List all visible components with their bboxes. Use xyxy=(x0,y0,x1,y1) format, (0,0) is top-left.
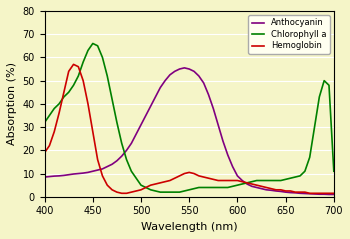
Anthocyanin xyxy=(298,192,302,195)
Hemoglobin xyxy=(206,177,211,180)
Anthocyanin xyxy=(144,114,148,117)
Line: Hemoglobin: Hemoglobin xyxy=(44,64,334,193)
Anthocyanin xyxy=(221,140,225,142)
Hemoglobin xyxy=(226,179,230,182)
Chlorophyll a xyxy=(303,170,307,173)
Hemoglobin xyxy=(120,192,124,195)
Hemoglobin xyxy=(115,191,119,194)
Chlorophyll a xyxy=(42,121,47,124)
Anthocyanin xyxy=(327,193,331,196)
Chlorophyll a xyxy=(226,186,230,189)
Anthocyanin xyxy=(110,163,114,166)
Chlorophyll a xyxy=(332,170,336,173)
Anthocyanin xyxy=(100,168,105,170)
Hemoglobin xyxy=(303,191,307,194)
Anthocyanin xyxy=(182,66,187,69)
Chlorophyll a xyxy=(206,186,211,189)
Hemoglobin xyxy=(332,192,336,195)
X-axis label: Wavelength (nm): Wavelength (nm) xyxy=(141,222,238,232)
Y-axis label: Absorption (%): Absorption (%) xyxy=(7,62,17,145)
Chlorophyll a xyxy=(91,42,95,45)
Chlorophyll a xyxy=(115,121,119,124)
Hemoglobin xyxy=(105,184,109,187)
Hemoglobin xyxy=(71,63,76,66)
Legend: Anthocyanin, Chlorophyll a, Hemoglobin: Anthocyanin, Chlorophyll a, Hemoglobin xyxy=(248,15,330,54)
Chlorophyll a xyxy=(158,191,162,194)
Anthocyanin xyxy=(332,193,336,196)
Chlorophyll a xyxy=(105,75,109,77)
Anthocyanin xyxy=(202,81,206,84)
Hemoglobin xyxy=(42,151,47,154)
Line: Anthocyanin: Anthocyanin xyxy=(44,68,334,195)
Hemoglobin xyxy=(153,183,158,185)
Line: Chlorophyll a: Chlorophyll a xyxy=(44,43,334,192)
Chlorophyll a xyxy=(148,188,153,191)
Anthocyanin xyxy=(42,176,47,179)
